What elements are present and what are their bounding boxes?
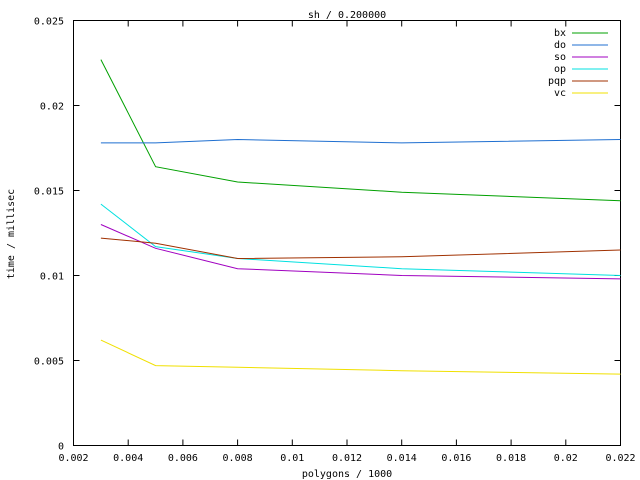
y-tick-label: 0 <box>58 442 64 453</box>
series-line-vc <box>100 339 621 375</box>
y-tick-label: 0.01 <box>40 272 64 283</box>
x-tick-label: 0.01 <box>280 453 304 464</box>
series-line-so <box>100 224 621 280</box>
x-tick-label: 0.016 <box>441 453 471 464</box>
legend-label-so: so <box>554 52 566 63</box>
series-line-pqp <box>100 237 621 260</box>
chart-title: sh / 0.200000 <box>308 10 386 21</box>
y-tick-label: 0.025 <box>34 17 64 28</box>
series-line-do <box>100 138 621 144</box>
axis-ticks: 0.002 0.004 0.006 0.008 0.01 0.012 0.014 0.016 0… <box>34 17 636 465</box>
series-line-op <box>100 203 621 276</box>
x-tick-label: 0.02 <box>554 453 578 464</box>
x-tick-label: 0.004 <box>113 453 143 464</box>
plot-frame <box>73 20 621 446</box>
legend-label-op: op <box>554 64 566 75</box>
y-axis-label: time / millisec <box>6 189 17 279</box>
series-lines <box>100 59 621 375</box>
x-tick-label: 0.002 <box>58 453 88 464</box>
legend-label-do: do <box>554 40 566 51</box>
x-tick-label: 0.008 <box>223 453 253 464</box>
y-tick-label: 0.005 <box>34 357 64 368</box>
x-tick-label: 0.014 <box>387 453 417 464</box>
x-tick-label: 0.022 <box>605 453 635 464</box>
x-tick-label: 0.006 <box>168 453 198 464</box>
x-tick-label: 0.012 <box>332 453 362 464</box>
x-axis-label: polygons / 1000 <box>302 469 392 480</box>
y-tick-label: 0.015 <box>34 187 64 198</box>
legend-label-pqp: pqp <box>548 76 566 87</box>
legend-label-vc: vc <box>554 88 566 99</box>
legend-label-bx: bx <box>554 28 566 39</box>
y-tick-label: 0.02 <box>40 102 64 113</box>
series-line-bx <box>100 59 621 202</box>
x-tick-label: 0.018 <box>496 453 526 464</box>
